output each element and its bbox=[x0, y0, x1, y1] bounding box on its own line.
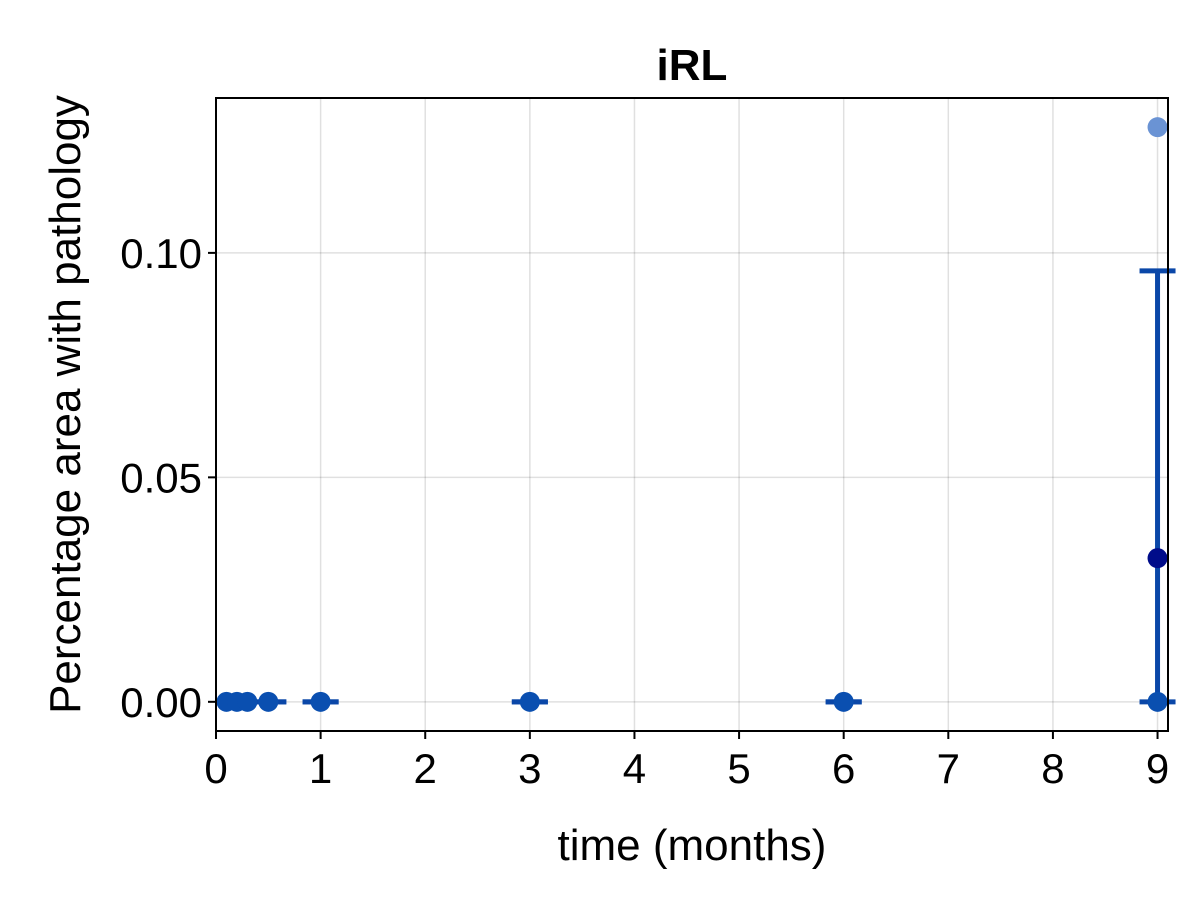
grid-layer bbox=[215, 98, 1168, 731]
data-point bbox=[310, 691, 331, 712]
points-layer bbox=[216, 117, 1168, 712]
data-point bbox=[237, 691, 258, 712]
x-axis-label: time (months) bbox=[558, 821, 827, 870]
data-point bbox=[1147, 691, 1168, 712]
x-tick-label: 3 bbox=[518, 745, 541, 792]
y-axis-label: Percentage area with pathology bbox=[41, 95, 90, 714]
x-tick-label: 4 bbox=[623, 745, 646, 792]
errorbar-layer bbox=[250, 268, 1176, 705]
data-point bbox=[833, 691, 854, 712]
x-tick-label: 9 bbox=[1146, 745, 1169, 792]
x-tick-label: 8 bbox=[1041, 745, 1064, 792]
x-tick-label: 5 bbox=[727, 745, 750, 792]
y-tick-label: 0.00 bbox=[120, 679, 202, 726]
chart-title: iRL bbox=[657, 41, 728, 90]
x-tick-label: 6 bbox=[832, 745, 855, 792]
data-point bbox=[1147, 117, 1168, 138]
plot-frame bbox=[215, 97, 1169, 732]
data-point bbox=[1147, 548, 1168, 569]
ticks-layer: 0 1 2 3 4 5 6 7 8 9 0.00 0.05 0.10 bbox=[120, 230, 1169, 792]
data-point bbox=[519, 691, 540, 712]
y-tick-label: 0.05 bbox=[120, 454, 202, 501]
x-tick-label: 0 bbox=[204, 745, 227, 792]
data-point bbox=[258, 691, 279, 712]
x-tick-label: 2 bbox=[414, 745, 437, 792]
x-tick-label: 1 bbox=[309, 745, 332, 792]
x-tick-label: 7 bbox=[937, 745, 960, 792]
y-tick-label: 0.10 bbox=[120, 230, 202, 277]
